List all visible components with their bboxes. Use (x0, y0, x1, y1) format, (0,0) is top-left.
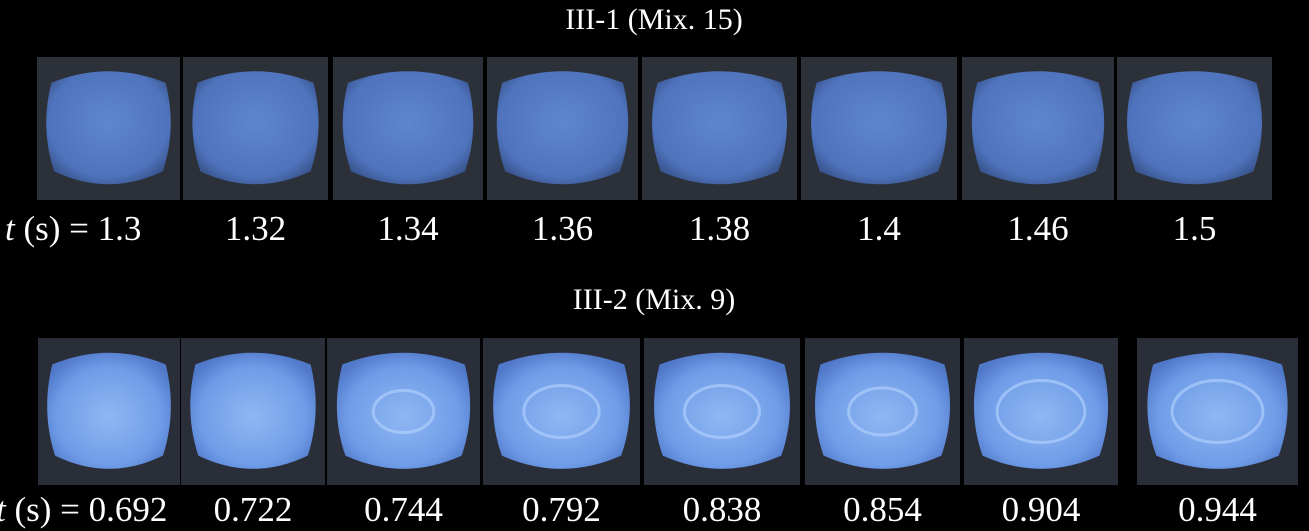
panel-title: III-2 (Mix. 9) (573, 283, 735, 316)
flame (972, 71, 1104, 184)
time-label: 0.792 (522, 490, 601, 529)
flame (1147, 353, 1287, 469)
time-label: t (s) = 1.3 (5, 209, 141, 248)
flame (974, 353, 1108, 469)
time-label: 1.4 (857, 209, 901, 248)
frame (1117, 57, 1272, 200)
frame (805, 338, 960, 485)
time-label: 0.838 (683, 490, 762, 529)
time-label: 1.32 (225, 209, 286, 248)
panel-title: III-1 (Mix. 15) (565, 3, 742, 36)
page: {"panels": [ {"title": "III-1 (Mix. 15)"… (0, 0, 1309, 531)
time-label: 0.722 (214, 490, 293, 529)
unit-label: (s) = (15, 209, 98, 248)
frame (642, 57, 797, 200)
flame (497, 71, 629, 184)
figure: III-1 (Mix. 15) t (s) = 1.3 1.32 1.34 1.36 1.… (0, 0, 1309, 531)
flame (811, 71, 947, 184)
time-label: 0.744 (364, 490, 443, 529)
time-label: 0.854 (843, 490, 922, 529)
time-value: 0.692 (89, 490, 168, 529)
flame (192, 71, 318, 184)
flame (652, 71, 787, 184)
frame (38, 338, 180, 485)
frame (801, 57, 957, 200)
time-label: 1.38 (689, 209, 750, 248)
time-label: 1.46 (1007, 209, 1068, 248)
frame (962, 57, 1114, 200)
frame (483, 338, 640, 485)
flame (343, 71, 474, 184)
flame (815, 353, 950, 469)
time-label: 0.904 (1002, 490, 1081, 529)
frame (964, 338, 1118, 485)
time-label: t (s) = 0.692 (0, 490, 167, 529)
time-value: 1.3 (98, 209, 142, 248)
flame (337, 353, 470, 469)
flame (493, 353, 630, 469)
frame (181, 338, 325, 485)
time-label: 0.944 (1178, 490, 1257, 529)
time-label: 1.5 (1173, 209, 1217, 248)
flame (654, 353, 790, 469)
frame (487, 57, 638, 200)
flame (46, 71, 171, 184)
unit-label: (s) = (6, 490, 89, 529)
frame (183, 57, 328, 200)
flame (1127, 71, 1262, 184)
time-label: 1.34 (377, 209, 438, 248)
flame (190, 353, 315, 469)
frame (327, 338, 480, 485)
flame (47, 353, 171, 469)
frame (333, 57, 483, 200)
frame (37, 57, 180, 200)
time-label: 1.36 (532, 209, 593, 248)
frame (1137, 338, 1298, 485)
frame (644, 338, 800, 485)
